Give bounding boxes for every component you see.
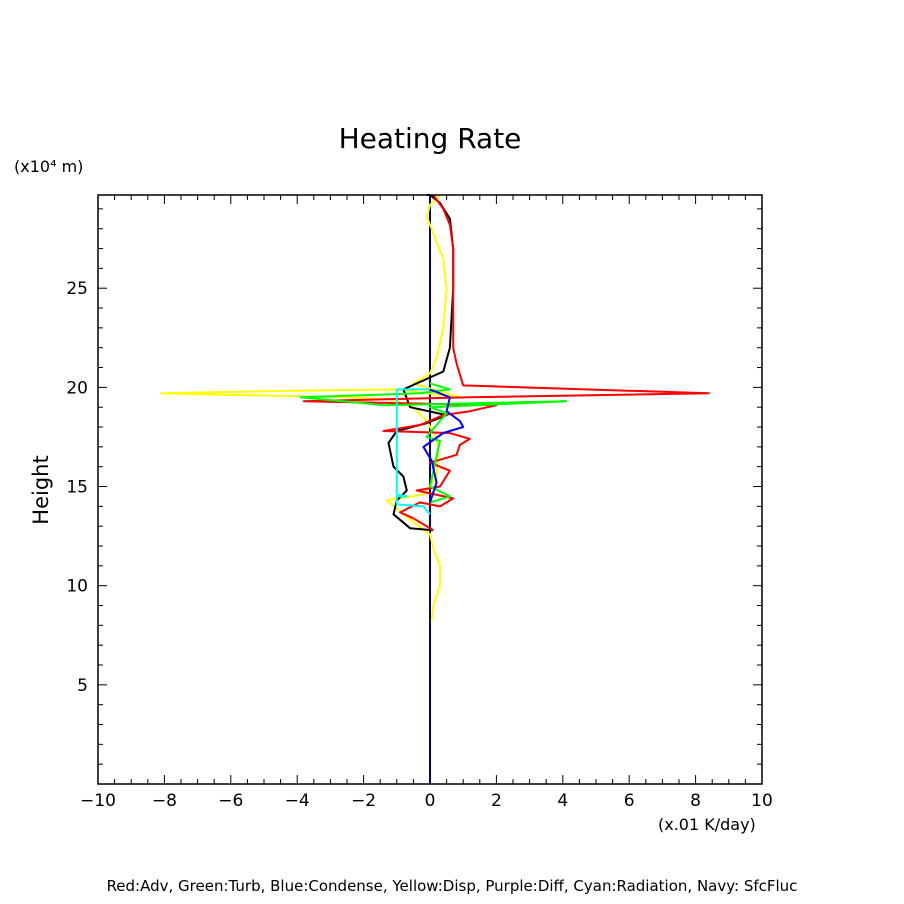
x-tick-label: −10 (80, 791, 116, 811)
series-line-yellow (160, 194, 461, 622)
y-tick-label: 25 (66, 279, 88, 299)
x-tick-label: 0 (425, 791, 436, 811)
x-tick-label: 6 (624, 791, 635, 811)
legend-caption: Red:Adv, Green:Turb, Blue:Condense, Yell… (107, 877, 798, 895)
y-tick-label: 10 (66, 577, 88, 597)
series-line-blue (422, 388, 465, 503)
y-axis-unit: (x10⁴ m) (14, 157, 83, 176)
y-tick-label: 5 (77, 676, 88, 696)
x-tick-label: 2 (491, 791, 502, 811)
series-line-cyan (395, 388, 431, 515)
x-tick-label: 4 (557, 791, 568, 811)
y-tick-label: 20 (66, 378, 88, 398)
y-axis-label: Height (29, 455, 53, 524)
x-axis-unit: (x.01 K/day) (658, 815, 756, 834)
plot-frame (97, 194, 763, 785)
x-tick-label: 8 (690, 791, 701, 811)
plot-area: −10 −8 −6 −4 −2 0 2 4 6 8 10 5 10 15 20 25 (66, 194, 773, 811)
x-tick-label: −8 (152, 791, 177, 811)
x-tick-label: 10 (751, 791, 773, 811)
x-tick-label: −4 (285, 791, 310, 811)
series-line-green (299, 382, 568, 504)
chart-title: Heating Rate (339, 122, 522, 155)
x-tick-label: −2 (351, 791, 376, 811)
series-line-red (302, 194, 710, 532)
y-tick-label: 15 (66, 478, 88, 498)
x-tick-label: −6 (218, 791, 243, 811)
